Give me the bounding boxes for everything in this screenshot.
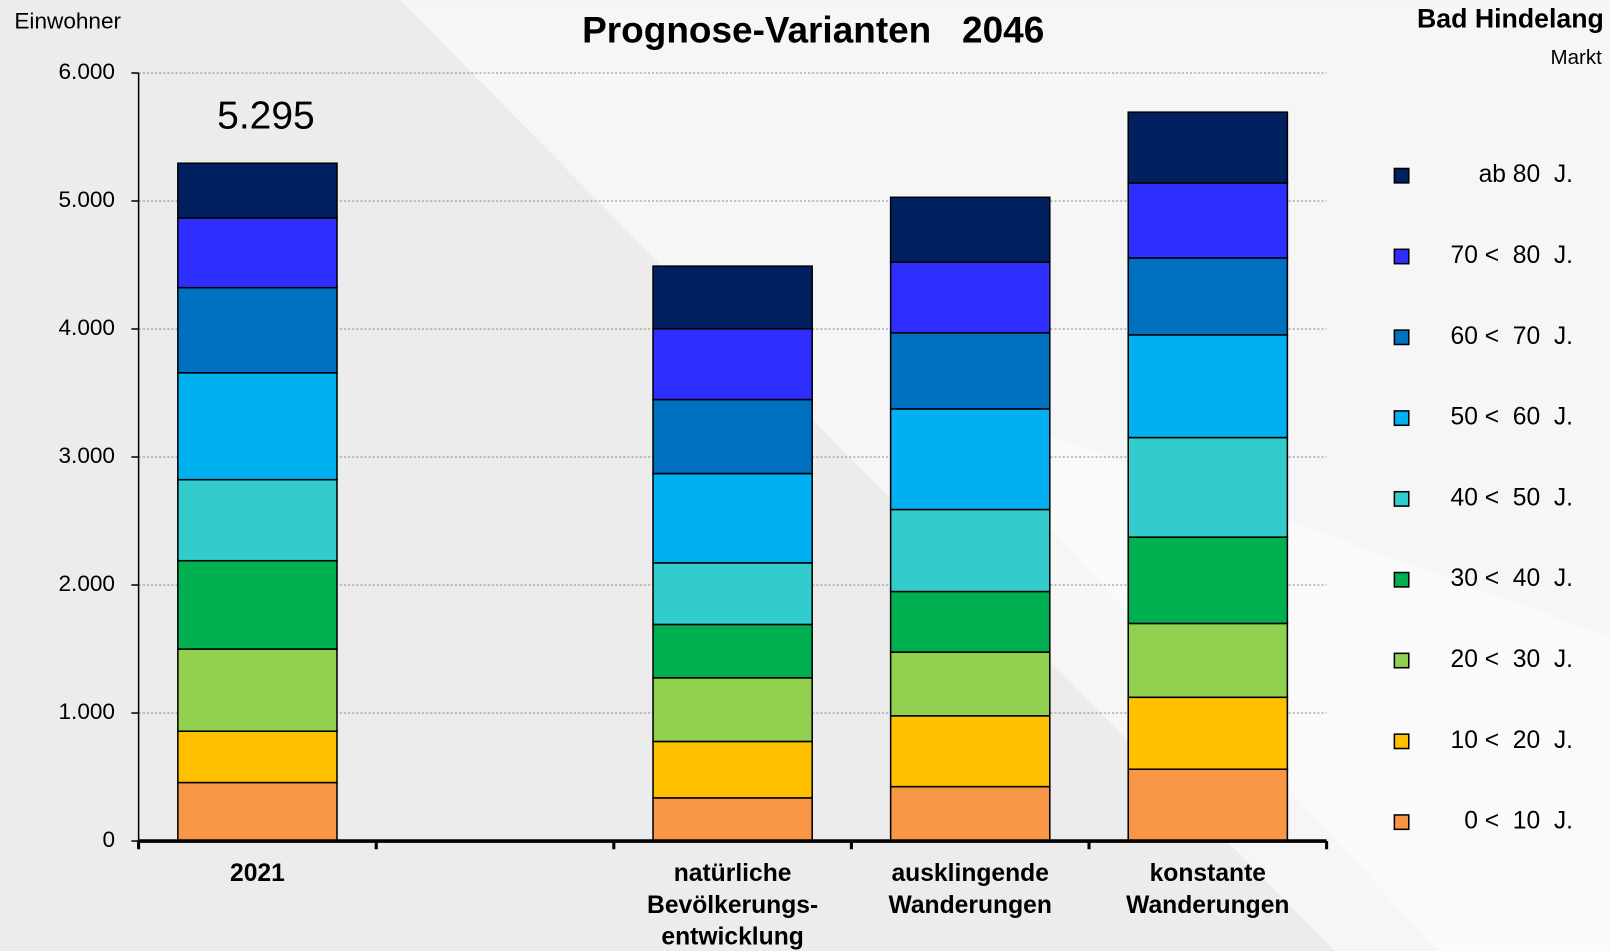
- location: Bad Hindelang: [1417, 4, 1604, 34]
- bar-segment: [177, 478, 338, 562]
- bar-segment: [889, 196, 1051, 263]
- x-tick-label-box: ausklingende Wanderungen: [888, 859, 1052, 920]
- bar-segment: [889, 332, 1051, 410]
- location-type: Markt: [1550, 46, 1602, 69]
- legend-label: 10 < 20 J.: [1451, 727, 1574, 754]
- bar-segment: [889, 651, 1051, 717]
- bar-segment: [889, 261, 1051, 334]
- bar-segment: [889, 590, 1051, 653]
- bar-segment: [177, 781, 338, 842]
- y-tick-label: 5.000: [58, 187, 115, 212]
- x-tick-label-box: konstante Wanderungen: [1126, 859, 1290, 920]
- x-tick-label-box: natürliche Bevölkerungs-entwicklung: [647, 859, 819, 951]
- legend-swatch: [1393, 410, 1410, 427]
- legend-swatch: [1393, 248, 1410, 265]
- legend-label: 60 < 70 J.: [1451, 323, 1574, 350]
- bar-segment: [177, 648, 338, 732]
- legend-label: 50 < 60 J.: [1451, 404, 1574, 431]
- x-tick-label: konstante Wanderungen: [1126, 859, 1290, 920]
- x-tick-label: natürliche Bevölkerungs-entwicklung: [647, 859, 819, 951]
- legend-swatch: [1393, 571, 1410, 588]
- bar-segment: [177, 217, 338, 289]
- y-axis-label: Einwohner: [14, 9, 121, 34]
- bar-segment: [652, 562, 813, 626]
- bar-segment: [1127, 334, 1289, 439]
- legend-label: 70 < 80 J.: [1451, 242, 1574, 269]
- bar-segment: [177, 730, 338, 784]
- bar-segment: [177, 286, 338, 374]
- bar-segment: [652, 623, 813, 679]
- bar-segment: [1127, 111, 1289, 184]
- bar-segment: [889, 408, 1051, 511]
- bar-segment: [652, 797, 813, 842]
- bar-segment: [652, 472, 813, 564]
- bar-segment: [1127, 182, 1289, 259]
- bar-segment: [889, 785, 1051, 842]
- bar-segment: [652, 398, 813, 475]
- y-tick-label: 0: [102, 827, 115, 852]
- bar-segment: [177, 372, 338, 481]
- total-annotation: 5.295: [217, 94, 315, 137]
- y-tick-label: 4.000: [58, 315, 115, 340]
- bar-segment: [1127, 536, 1289, 625]
- legend-label: 20 < 30 J.: [1451, 646, 1574, 673]
- bar-segment: [1127, 257, 1289, 336]
- bar-segment: [177, 559, 338, 650]
- bar-segment: [889, 715, 1051, 788]
- bar-segment: [652, 265, 813, 330]
- bar-segment: [1127, 622, 1289, 699]
- chart-title: Prognose-Varianten 2046: [582, 10, 1044, 51]
- y-tick-label: 1.000: [58, 699, 115, 724]
- x-tick-label: ausklingende Wanderungen: [888, 859, 1052, 920]
- bar-segment: [652, 677, 813, 743]
- bar-segment: [1127, 696, 1289, 770]
- bar-segment: [652, 327, 813, 401]
- legend-label: 0 < 10 J.: [1464, 808, 1573, 835]
- y-tick-label: 2.000: [58, 571, 115, 596]
- legend-swatch: [1393, 329, 1410, 346]
- bar-segment: [177, 162, 338, 219]
- x-tick-label-box: 2021: [229, 859, 285, 888]
- legend-label: ab 80 J.: [1479, 161, 1573, 188]
- legend-swatch: [1393, 814, 1410, 831]
- bar-segment: [1127, 436, 1289, 538]
- y-tick-label: 3.000: [58, 443, 115, 468]
- bar-segment: [1127, 768, 1289, 842]
- y-tick-label: 6.000: [58, 59, 115, 84]
- legend-swatch: [1393, 652, 1410, 669]
- legend-label: 40 < 50 J.: [1451, 484, 1574, 511]
- legend-swatch: [1393, 167, 1410, 184]
- bar-segment: [652, 740, 813, 799]
- legend-swatch: [1393, 733, 1410, 750]
- legend-swatch: [1393, 490, 1410, 507]
- x-tick-label: 2021: [229, 859, 285, 888]
- legend-label: 30 < 40 J.: [1451, 565, 1574, 592]
- bar-segment: [889, 508, 1051, 593]
